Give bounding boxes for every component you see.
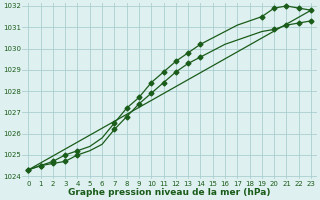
- X-axis label: Graphe pression niveau de la mer (hPa): Graphe pression niveau de la mer (hPa): [68, 188, 271, 197]
